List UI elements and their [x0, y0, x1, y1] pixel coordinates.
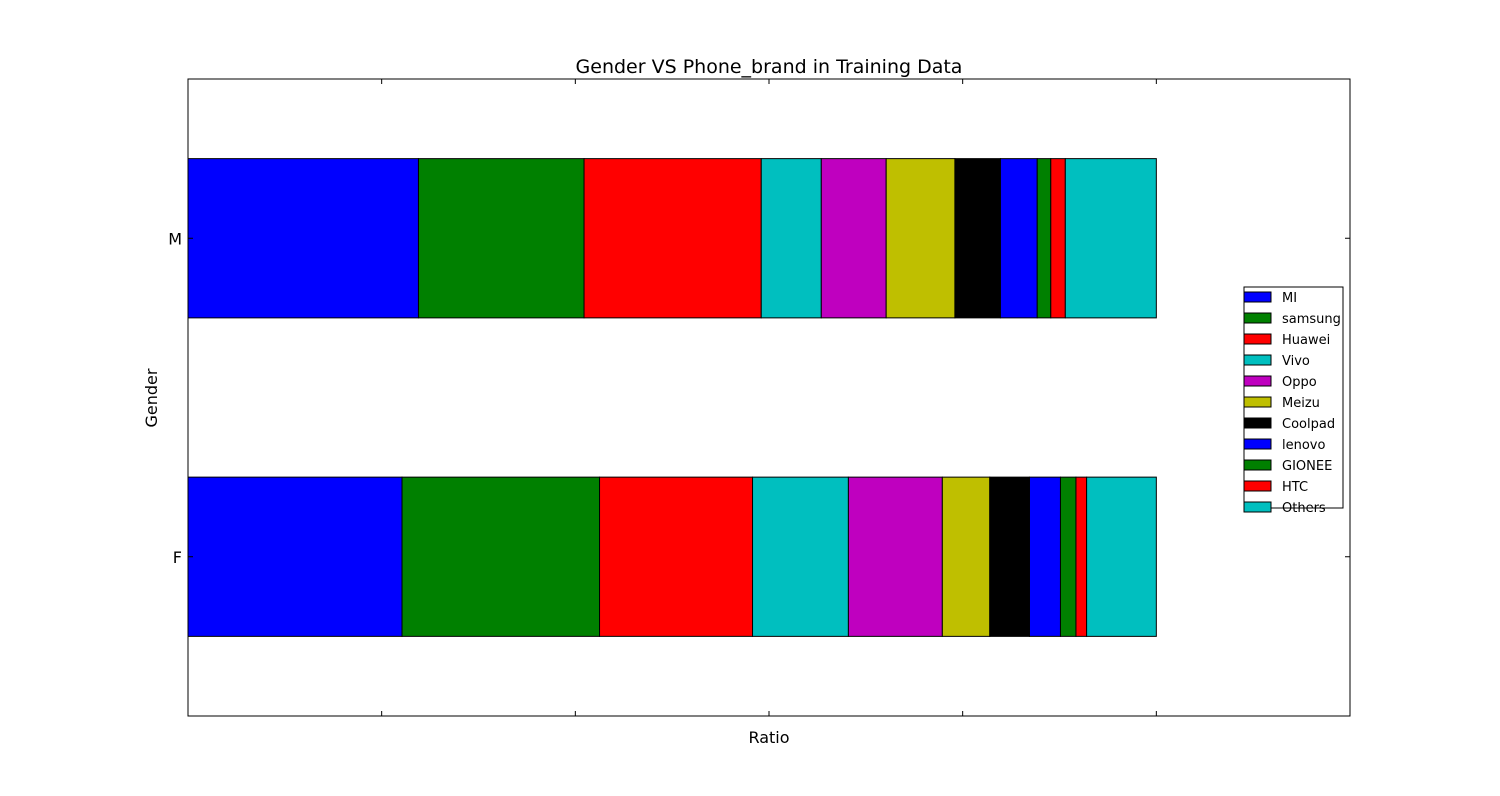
legend-swatch-huawei	[1243, 333, 1272, 345]
bar-mi-f	[187, 476, 403, 637]
bar-gionee-f	[1059, 476, 1077, 637]
bar-htc-f	[1075, 476, 1088, 637]
legend-label-vivo: Vivo	[1282, 354, 1310, 369]
legend-label-samsung: samsung	[1282, 312, 1341, 327]
bar-coolpad-m	[954, 158, 1001, 319]
bar-lenovo-f	[1028, 476, 1061, 637]
bar-meizu-f	[941, 476, 991, 637]
legend-swatch-oppo	[1243, 375, 1272, 387]
bar-vivo-m	[760, 158, 822, 319]
legend-label-mi: MI	[1282, 291, 1297, 306]
legend-swatch-coolpad	[1243, 417, 1272, 429]
bar-samsung-f	[401, 476, 601, 637]
y-tick-label-m: M	[168, 229, 182, 248]
x-axis-label: Ratio	[748, 728, 789, 747]
bar-htc-m	[1050, 158, 1066, 319]
legend-swatch-others	[1243, 501, 1272, 513]
legend-label-others: Others	[1282, 501, 1326, 516]
legend-label-meizu: Meizu	[1282, 396, 1320, 411]
legend-swatch-vivo	[1243, 354, 1272, 366]
bar-huawei-m	[583, 158, 762, 319]
bar-meizu-m	[885, 158, 956, 319]
ticks-layer: FM	[168, 79, 1350, 716]
bar-coolpad-f	[989, 476, 1030, 637]
bar-oppo-f	[847, 476, 943, 637]
bar-samsung-m	[417, 158, 585, 319]
bars-layer	[187, 158, 1157, 637]
legend-swatch-mi	[1243, 291, 1272, 303]
y-axis-label: Gender	[142, 368, 161, 427]
legend: MI samsung Huawei Vivo Oppo Meizu Coolpad lenov…	[1243, 286, 1344, 516]
bar-gionee-m	[1036, 158, 1052, 319]
legend-label-lenovo: lenovo	[1282, 438, 1325, 453]
bar-vivo-f	[752, 476, 849, 637]
legend-label-htc: HTC	[1282, 480, 1308, 495]
legend-swatch-samsung	[1243, 312, 1272, 324]
legend-swatch-gionee	[1243, 459, 1272, 471]
bar-others-f	[1086, 476, 1157, 637]
chart-title: Gender VS Phone_brand in Training Data	[576, 56, 963, 78]
bar-mi-m	[187, 158, 419, 319]
bar-huawei-f	[599, 476, 754, 637]
legend-label-huawei: Huawei	[1282, 333, 1330, 348]
legend-swatch-htc	[1243, 480, 1272, 492]
bar-oppo-m	[820, 158, 887, 319]
y-tick-label-f: F	[173, 548, 182, 567]
legend-label-oppo: Oppo	[1282, 375, 1317, 390]
legend-swatch-lenovo	[1243, 438, 1272, 450]
bar-lenovo-m	[999, 158, 1038, 319]
legend-swatch-meizu	[1243, 396, 1272, 408]
legend-label-gionee: GIONEE	[1282, 459, 1332, 474]
legend-label-coolpad: Coolpad	[1282, 417, 1335, 432]
bar-others-m	[1064, 158, 1157, 319]
